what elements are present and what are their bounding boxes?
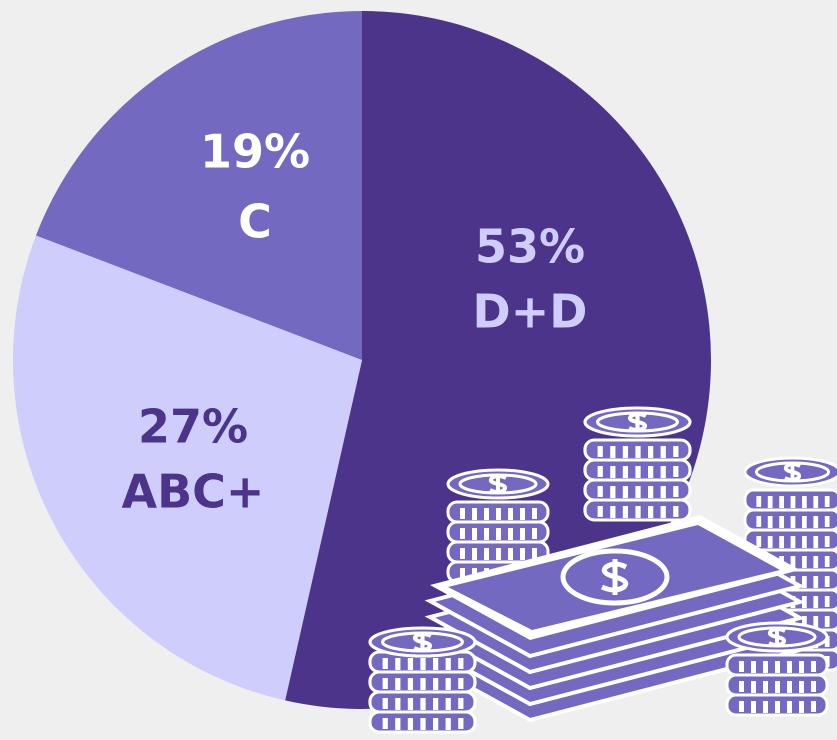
money-illustration <box>370 408 837 734</box>
category-label: ABC+ <box>122 465 265 519</box>
value-label: 19% <box>200 125 310 179</box>
pie-slice <box>285 11 711 709</box>
labels: 53% D+D 27% ABC+ 19% C <box>122 125 588 519</box>
value-label: 53% <box>475 220 585 274</box>
value-label: 27% <box>138 400 248 454</box>
category-label: D+D <box>473 285 588 339</box>
pie-slice <box>13 235 363 701</box>
pie-slice <box>35 11 363 360</box>
pie <box>13 11 711 709</box>
category-label: C <box>238 195 272 249</box>
